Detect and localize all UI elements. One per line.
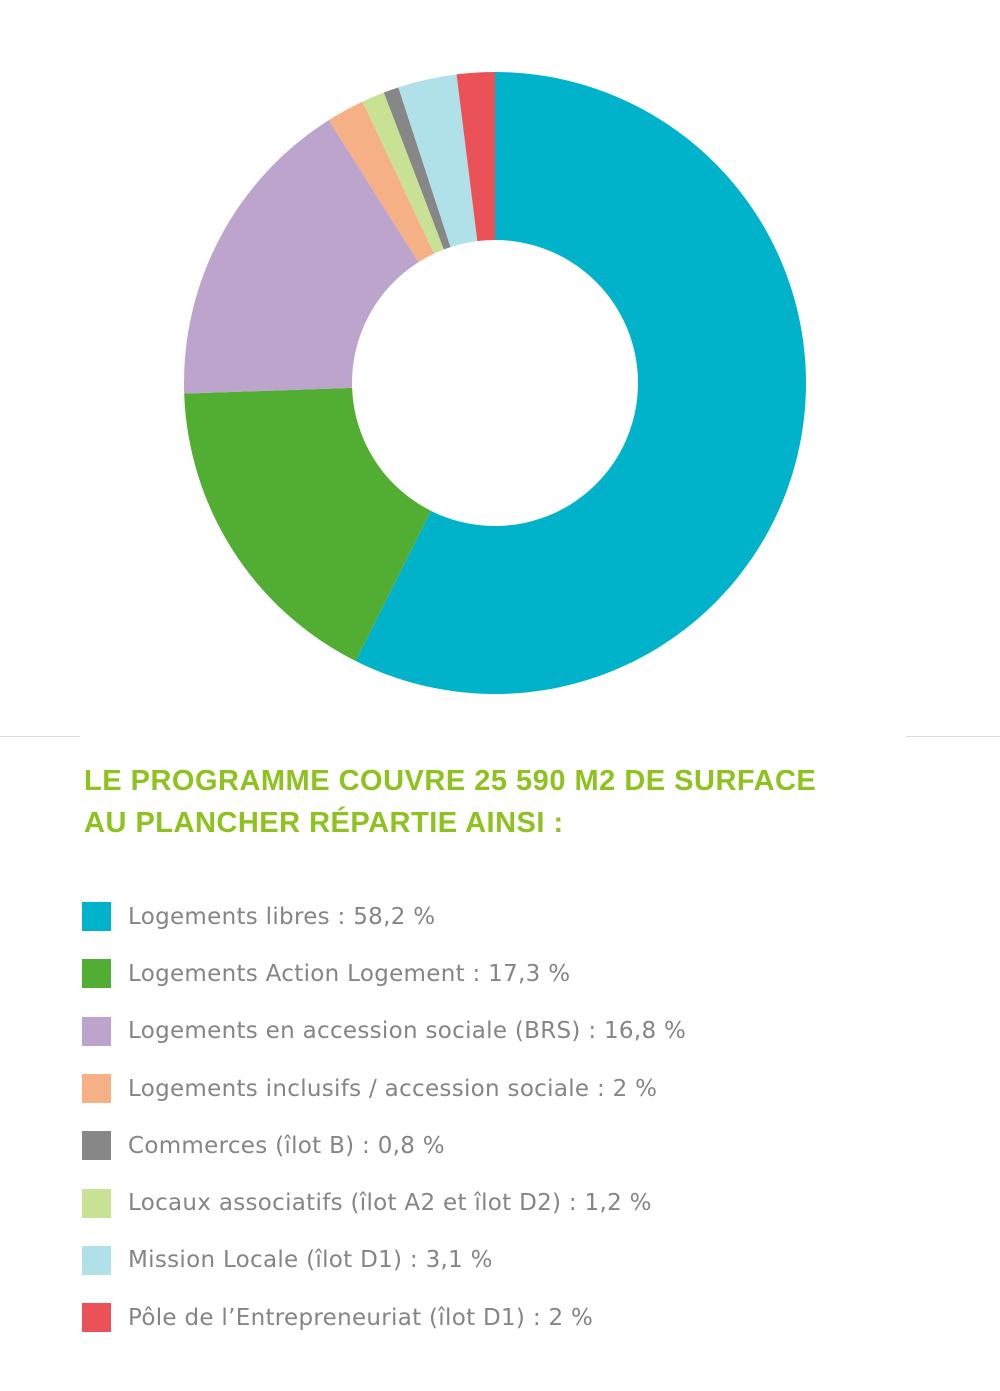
legend-item: Logements en accession sociale (BRS) : 1… (82, 1003, 686, 1060)
legend-item: Commerces (îlot B) : 0,8 % (82, 1117, 686, 1174)
title-line-1: LE PROGRAMME COUVRE 25 590 M2 DE SURFACE (84, 765, 817, 797)
legend-swatch (82, 1245, 111, 1275)
chart-title: LE PROGRAMME COUVRE 25 590 M2 DE SURFACE… (84, 760, 984, 844)
donut-slice (398, 74, 478, 248)
legend-label: Commerces (îlot B) : 0,8 % (128, 1132, 445, 1159)
donut-slice (184, 120, 419, 394)
legend-label: Logements en accession sociale (BRS) : 1… (128, 1018, 687, 1045)
legend-label: Locaux associatifs (îlot A2 et îlot D2) … (128, 1190, 652, 1217)
legend-swatch (82, 1131, 111, 1161)
legend-label: Logements inclusifs / accession sociale … (128, 1075, 658, 1102)
donut-slice (355, 72, 806, 694)
legend-swatch (82, 1303, 111, 1333)
legend-item: Logements libres : 58,2 % (82, 888, 686, 945)
legend-swatch (82, 902, 111, 932)
legend-swatch (82, 1016, 111, 1046)
legend-label: Logements libres : 58,2 % (128, 903, 436, 930)
divider-left (0, 736, 80, 737)
divider-right (906, 736, 1000, 737)
donut-chart (184, 72, 806, 694)
donut-slice (328, 101, 435, 263)
donut-slice (456, 72, 495, 242)
title-line-2: AU PLANCHER RÉPARTIE AINSI : (84, 807, 564, 839)
donut-slice (362, 92, 444, 254)
legend-item: Pôle de l’Entrepreneuriat (îlot D1) : 2 … (82, 1289, 686, 1346)
legend-label: Pôle de l’Entrepreneuriat (îlot D1) : 2 … (128, 1304, 594, 1331)
legend-swatch (82, 1188, 111, 1218)
donut-slice (184, 387, 431, 662)
legend: Logements libres : 58,2 % Logements Actio… (82, 888, 686, 1346)
legend-item: Mission Locale (îlot D1) : 3,1 % (82, 1232, 686, 1289)
legend-swatch (82, 959, 111, 989)
legend-label: Mission Locale (îlot D1) : 3,1 % (128, 1247, 493, 1274)
legend-swatch (82, 1074, 111, 1104)
legend-item: Logements Action Logement : 17,3 % (82, 945, 686, 1002)
legend-item: Logements inclusifs / accession sociale … (82, 1060, 686, 1117)
legend-item: Locaux associatifs (îlot A2 et îlot D2) … (82, 1174, 686, 1231)
donut-slice (383, 87, 451, 250)
legend-label: Logements Action Logement : 17,3 % (128, 960, 571, 987)
